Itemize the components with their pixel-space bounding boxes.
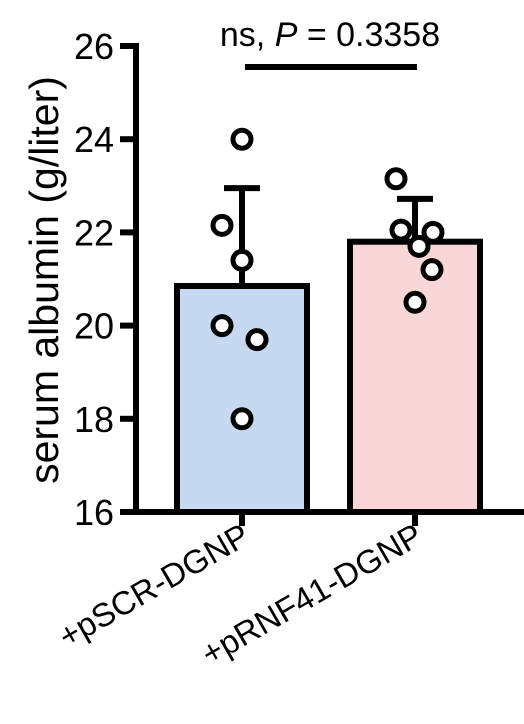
y-tick-label: 24 — [74, 119, 114, 160]
annotation-value: = 0.3358 — [297, 16, 440, 54]
y-tick-label: 20 — [74, 306, 114, 347]
y-tick-label: 18 — [74, 399, 114, 440]
data-point — [230, 127, 254, 151]
data-point — [407, 234, 431, 258]
y-tick-label: 16 — [74, 492, 114, 533]
bar-2 — [347, 238, 483, 515]
data-point — [230, 248, 254, 272]
y-tick-label: 22 — [74, 212, 114, 253]
data-point — [421, 220, 445, 244]
data-point — [389, 218, 413, 242]
significance-annotation: ns, P = 0.3358 — [220, 16, 440, 54]
data-point — [384, 167, 408, 191]
data-point — [245, 328, 269, 352]
bar-1 — [174, 282, 310, 515]
data-point — [210, 314, 234, 338]
data-point — [420, 258, 444, 282]
data-point — [210, 213, 234, 237]
p-symbol: P — [275, 16, 298, 54]
y-tick-label: 26 — [74, 26, 114, 67]
annotation-prefix: ns, — [220, 16, 275, 54]
data-point — [403, 290, 427, 314]
y-axis-label: serum albumin (g/liter) — [21, 76, 67, 484]
data-point — [230, 407, 254, 431]
